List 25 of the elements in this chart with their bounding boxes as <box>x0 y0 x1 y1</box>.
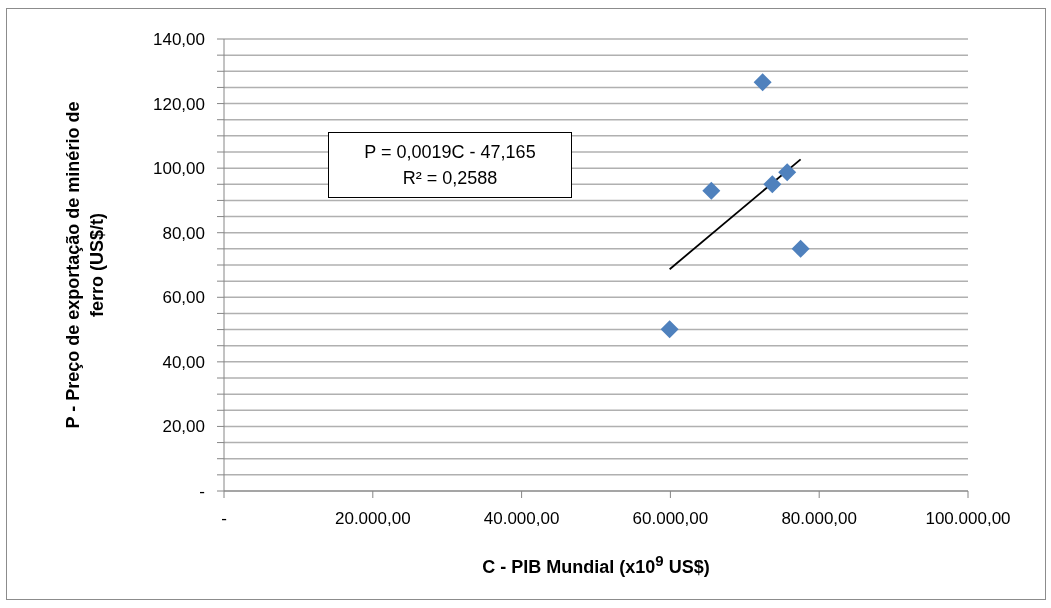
equation-box: P = 0,0019C - 47,165 R² = 0,2588 <box>328 132 572 198</box>
y-tick-label: 20,00 <box>162 417 205 437</box>
x-tick-label: 100.000,00 <box>925 509 1011 529</box>
x-tick-label: - <box>221 509 227 529</box>
point <box>763 175 782 194</box>
x-tick-label: 60.000,00 <box>632 509 709 529</box>
point <box>702 181 721 200</box>
y-tick-label: - <box>199 482 205 502</box>
annotation: R² = 0,2588 <box>401 167 499 190</box>
point <box>660 320 679 339</box>
y-tick-label: 140,00 <box>153 30 205 50</box>
y-tick-label: 100,00 <box>153 159 205 179</box>
x-tick-label: 40.000,00 <box>483 509 560 529</box>
y-tick-label: 40,00 <box>162 352 205 372</box>
annotation: P = 0,0019C - 47,165 <box>363 141 537 164</box>
x-axis-title: C - PIB Mundial (x10$^{9}$ US$) <box>481 552 711 578</box>
point <box>791 239 810 258</box>
point <box>753 73 772 92</box>
y-tick-label: 80,00 <box>162 223 205 243</box>
point <box>778 163 797 182</box>
y-axis-title: P - Preço de exportação de minério de ferro (US$/t) <box>62 100 108 431</box>
y-tick-label: 60,00 <box>162 288 205 308</box>
x-tick-label: 20.000,00 <box>334 509 411 529</box>
x-tick-label: 80.000,00 <box>781 509 858 529</box>
y-tick-label: 120,00 <box>153 94 205 114</box>
